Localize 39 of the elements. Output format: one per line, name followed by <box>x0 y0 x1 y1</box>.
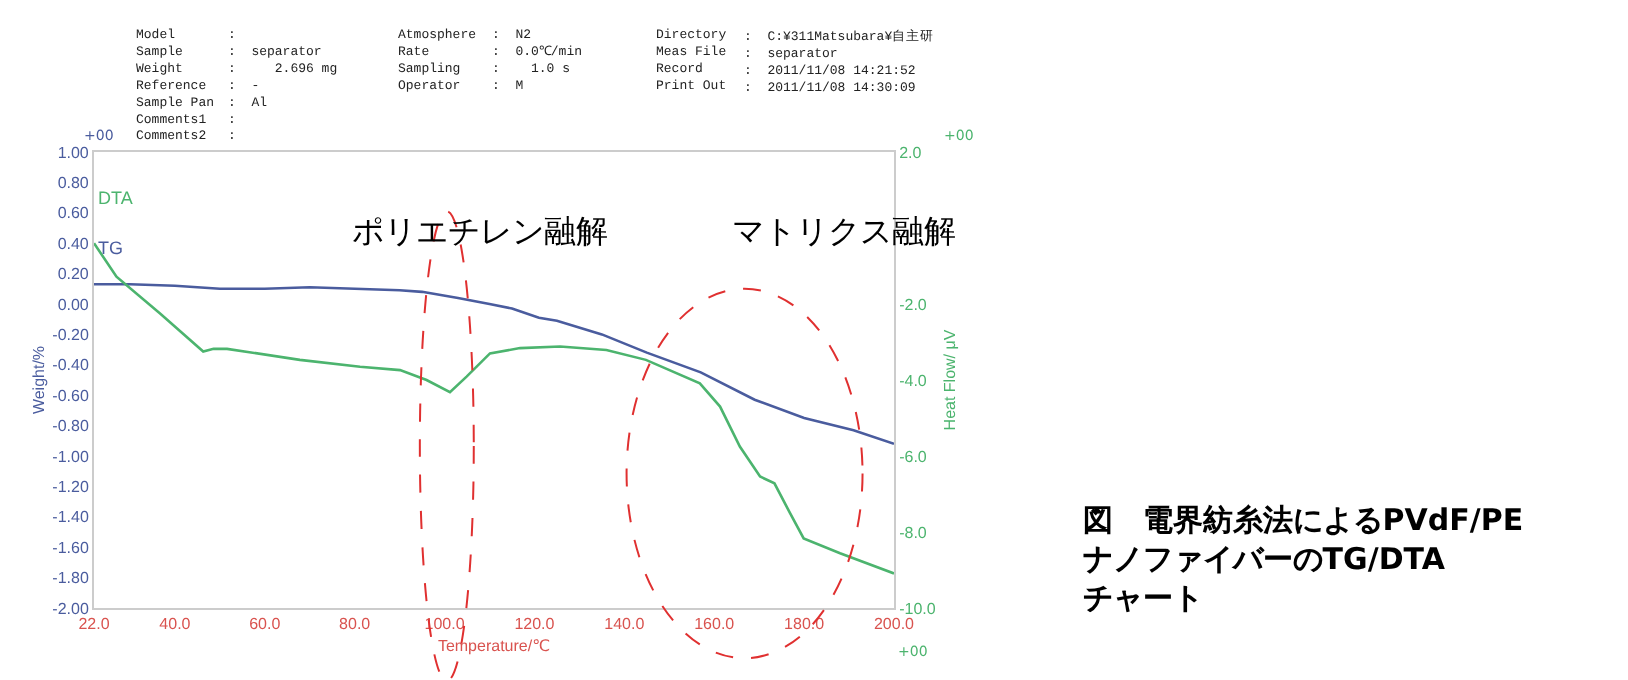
y2-tick-label: -2.0 <box>899 295 928 314</box>
x-tick-label: 40.0 <box>159 615 192 634</box>
x-tick-label: 160.0 <box>694 615 736 634</box>
y-tick-label: -0.80 <box>52 417 90 436</box>
y-axis-title: Weight/% <box>29 345 48 415</box>
y2-tick-label: -8.0 <box>899 523 928 542</box>
y-tick-label: -1.20 <box>52 478 90 496</box>
y-tick-label: -2.00 <box>52 599 90 618</box>
x-tick-label: 22.0 <box>78 615 111 634</box>
y-tick-label: 1.00 <box>57 143 90 162</box>
text: 図 電界紡糸法によるPVdF/PE ナノファイバーのTG/DTA チャート <box>1082 502 1524 617</box>
y-tick-label: 0.20 <box>57 265 90 284</box>
y-tick-label: -1.00 <box>52 447 90 466</box>
x-axis-title: Temperature/℃ <box>437 637 551 656</box>
y2-tick-label: -6.0 <box>899 447 928 466</box>
x-tick-label: 120.0 <box>514 615 556 634</box>
y-tick-label: -1.40 <box>52 508 90 527</box>
y-tick-label: -0.60 <box>52 386 90 405</box>
y-tick-label: 0.00 <box>57 295 90 314</box>
y-tick-label: -0.40 <box>52 356 90 375</box>
y-tick-label: 0.60 <box>57 204 90 223</box>
series-label: TG <box>98 238 123 258</box>
y-tick-label: 0.80 <box>57 174 90 192</box>
line-series <box>94 282 894 446</box>
x-tick-label: 180.0 <box>784 615 826 634</box>
y2-tick-label: -10.0 <box>899 599 937 618</box>
x-tick-label: 140.0 <box>604 615 646 634</box>
y-tick-label: -1.80 <box>52 569 90 588</box>
y2-tick-label: 2.0 <box>899 143 923 162</box>
x-tick-label: 80.0 <box>339 615 372 634</box>
annotation: マトリクス融解 <box>732 212 956 250</box>
y-tick-label: 0.40 <box>57 234 90 253</box>
series-label: DTA <box>98 188 133 208</box>
y-tick-label: -0.20 <box>52 326 90 344</box>
y2-axis-title: Heat Flow/ μV <box>940 328 959 431</box>
x-tick-label: 60.0 <box>249 615 282 634</box>
y-tick-label: -1.60 <box>52 538 90 557</box>
y2-tick-label: -4.0 <box>899 371 928 390</box>
x-tick-label: 200.0 <box>873 615 916 634</box>
